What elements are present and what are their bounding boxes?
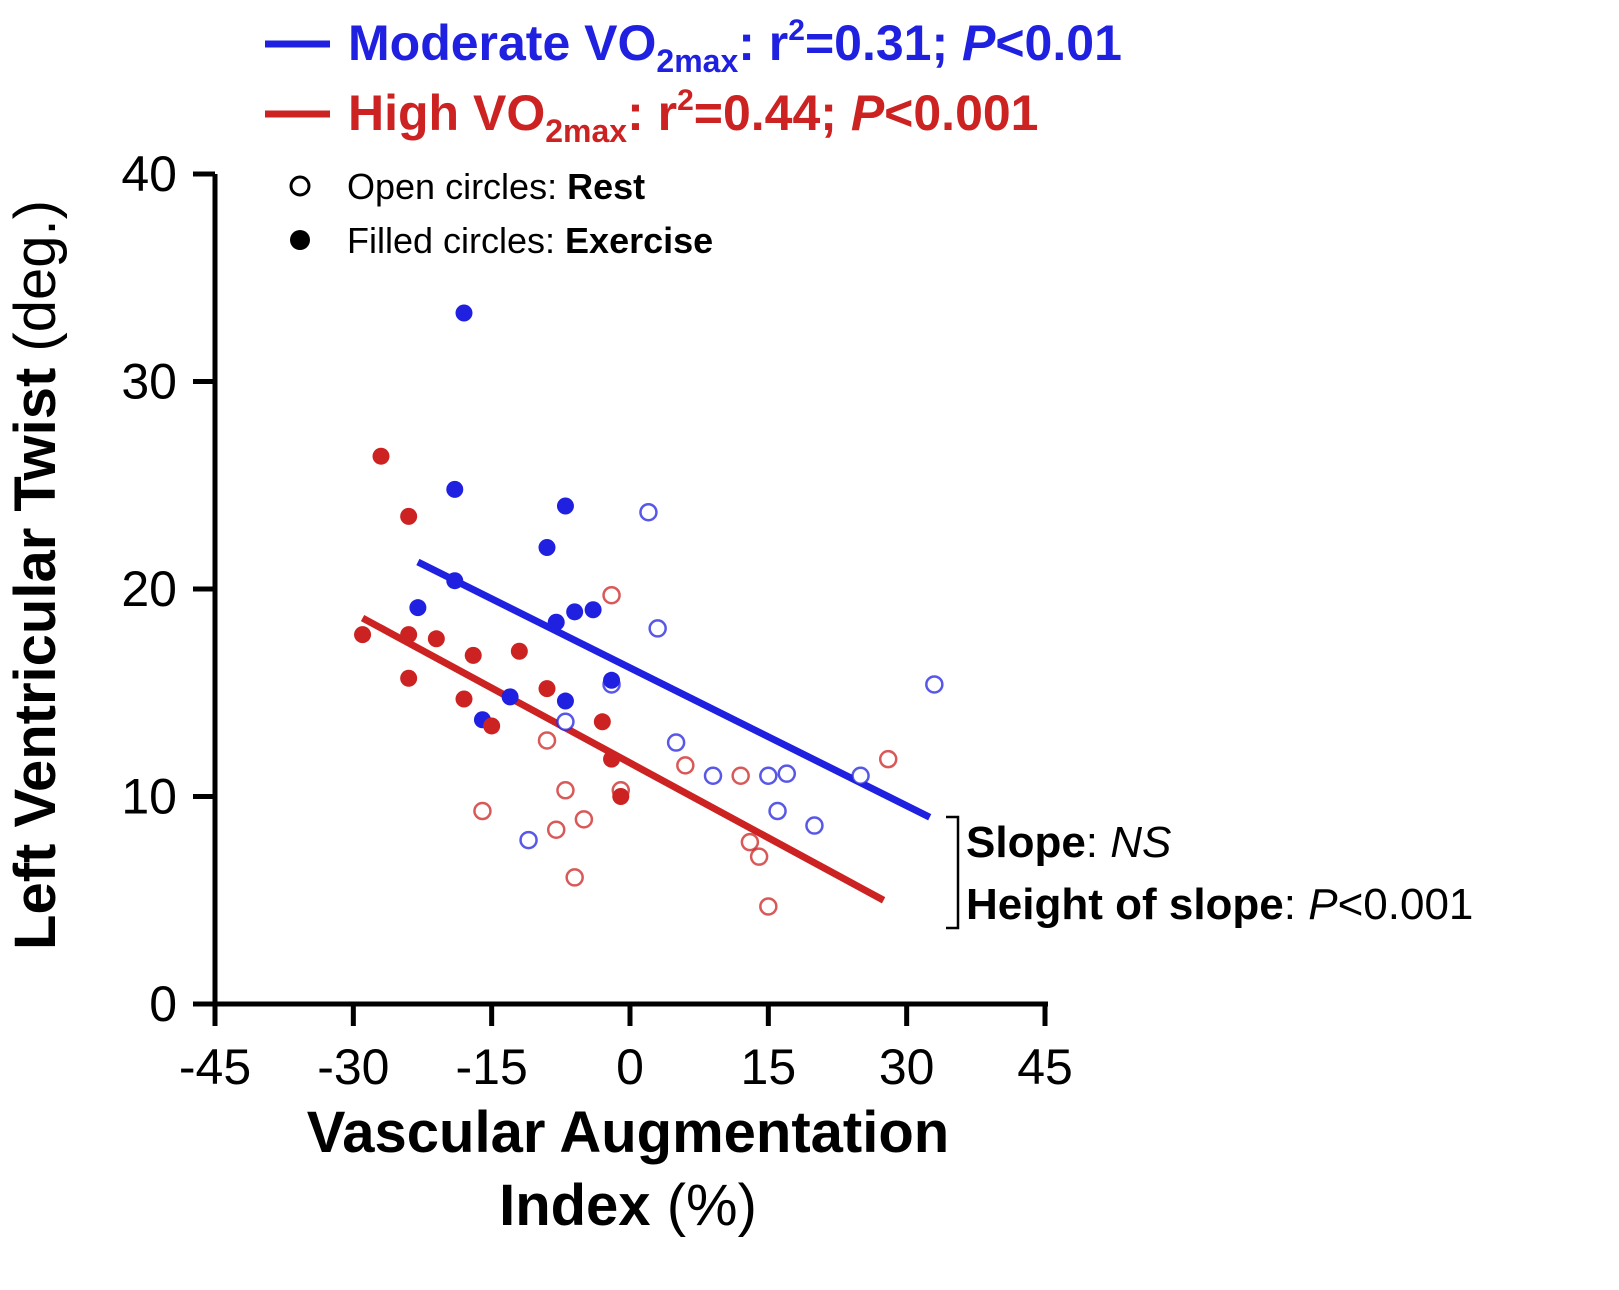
moderate-rest-point [703,766,723,785]
high-exercise-point [372,447,390,465]
high-rest-point [759,897,778,916]
y-tick-label: 30 [121,354,177,410]
legend-high-label: High VO2max: r2=0.44; P<0.001 [348,84,1039,149]
regression-lines [360,558,932,904]
moderate-rest-point [925,675,944,694]
y-tick-label: 40 [121,146,177,202]
y-axis-label: Left Ventricular Twist (deg.) [3,200,68,950]
x-tick-label: -30 [317,1039,389,1095]
moderate-rest-point [759,766,778,785]
moderate-rest-point [519,830,538,850]
high-rest-point [556,781,575,800]
moderate-exercise-point [455,304,473,322]
high-exercise-point [455,690,473,708]
y-tick-label: 20 [121,561,177,617]
legend-moderate-label: Moderate VO2max: r2=0.31; P<0.01 [348,14,1122,79]
moderate-exercise-point [603,671,621,689]
moderate-rest-point [768,801,787,821]
x-tick-label: 15 [741,1039,797,1095]
high-rest-point [602,585,621,605]
high-rest-point [537,731,557,750]
high-rest-point [740,832,760,852]
y-tick-label: 0 [149,976,177,1032]
high-exercise-point [400,669,418,687]
high-exercise-point [464,646,482,664]
data-points [354,304,944,916]
high-rest-point [749,847,769,866]
moderate-rest-point [648,619,667,638]
legend-open-circle-label: Open circles: Rest [347,166,645,207]
x-tick-label: 0 [616,1039,644,1095]
moderate-rest-point [556,712,575,732]
axes [212,174,1048,1007]
high-exercise-point [427,630,445,648]
high-exercise-point [538,680,556,698]
annotation-bracket [946,815,960,930]
high-rest-point [878,749,898,769]
moderate-exercise-point [566,603,584,621]
x-axis-label-line1: Vascular Augmentation [307,1100,949,1165]
x-tick-label: 45 [1017,1039,1073,1095]
moderate-rest-point [666,733,686,752]
high-exercise-point [603,750,621,768]
high-rest-point [565,868,584,887]
high-exercise-point [593,713,611,731]
high-exercise-point [400,626,418,644]
moderate-exercise-point [501,688,519,706]
high-rest-point [574,810,594,829]
legend-open-circle-marker [289,175,311,197]
high-regression-line [360,614,886,904]
high-rest-point [731,766,750,785]
moderate-exercise-point [446,572,464,590]
moderate-exercise-point [446,480,464,498]
high-rest-point [676,756,695,775]
high-exercise-point [612,788,630,805]
y-ticks: 0 10 20 30 40 [121,146,215,1032]
high-exercise-point [354,626,372,644]
y-tick-label: 10 [121,769,177,825]
moderate-exercise-point [538,539,556,556]
annotation-height: Height of slope: P<0.001 [966,880,1473,929]
x-tick-label: -45 [179,1039,251,1095]
moderate-exercise-point [547,613,565,631]
slope-annotation: Slope: NS Height of slope: P<0.001 [946,815,1473,930]
moderate-rest-point [777,764,797,783]
annotation-slope: Slope: NS [966,818,1171,867]
high-exercise-point [483,717,501,735]
moderate-rest-point [805,816,824,835]
moderate-exercise-point [556,692,574,710]
legend-filled-circle-label: Filled circles: Exercise [347,220,713,261]
high-rest-point [473,801,492,821]
moderate-rest-point [639,502,658,522]
x-tick-label: 30 [879,1039,935,1095]
x-ticks: -45 -30 -15 0 15 30 45 [179,1004,1073,1095]
high-exercise-point [400,507,418,525]
x-tick-label: -15 [456,1039,528,1095]
high-exercise-point [510,642,528,660]
moderate-rest-point [851,766,870,785]
moderate-exercise-point [556,497,574,515]
moderate-exercise-point [584,601,602,619]
moderate-exercise-point [409,599,427,617]
legend: Moderate VO2max: r2=0.31; P<0.01 High VO… [265,14,1122,261]
legend-filled-circle-marker [290,230,310,250]
x-axis-label-line2: Index (%) [499,1173,757,1238]
high-rest-point [546,820,566,839]
moderate-regression-line [416,558,932,821]
